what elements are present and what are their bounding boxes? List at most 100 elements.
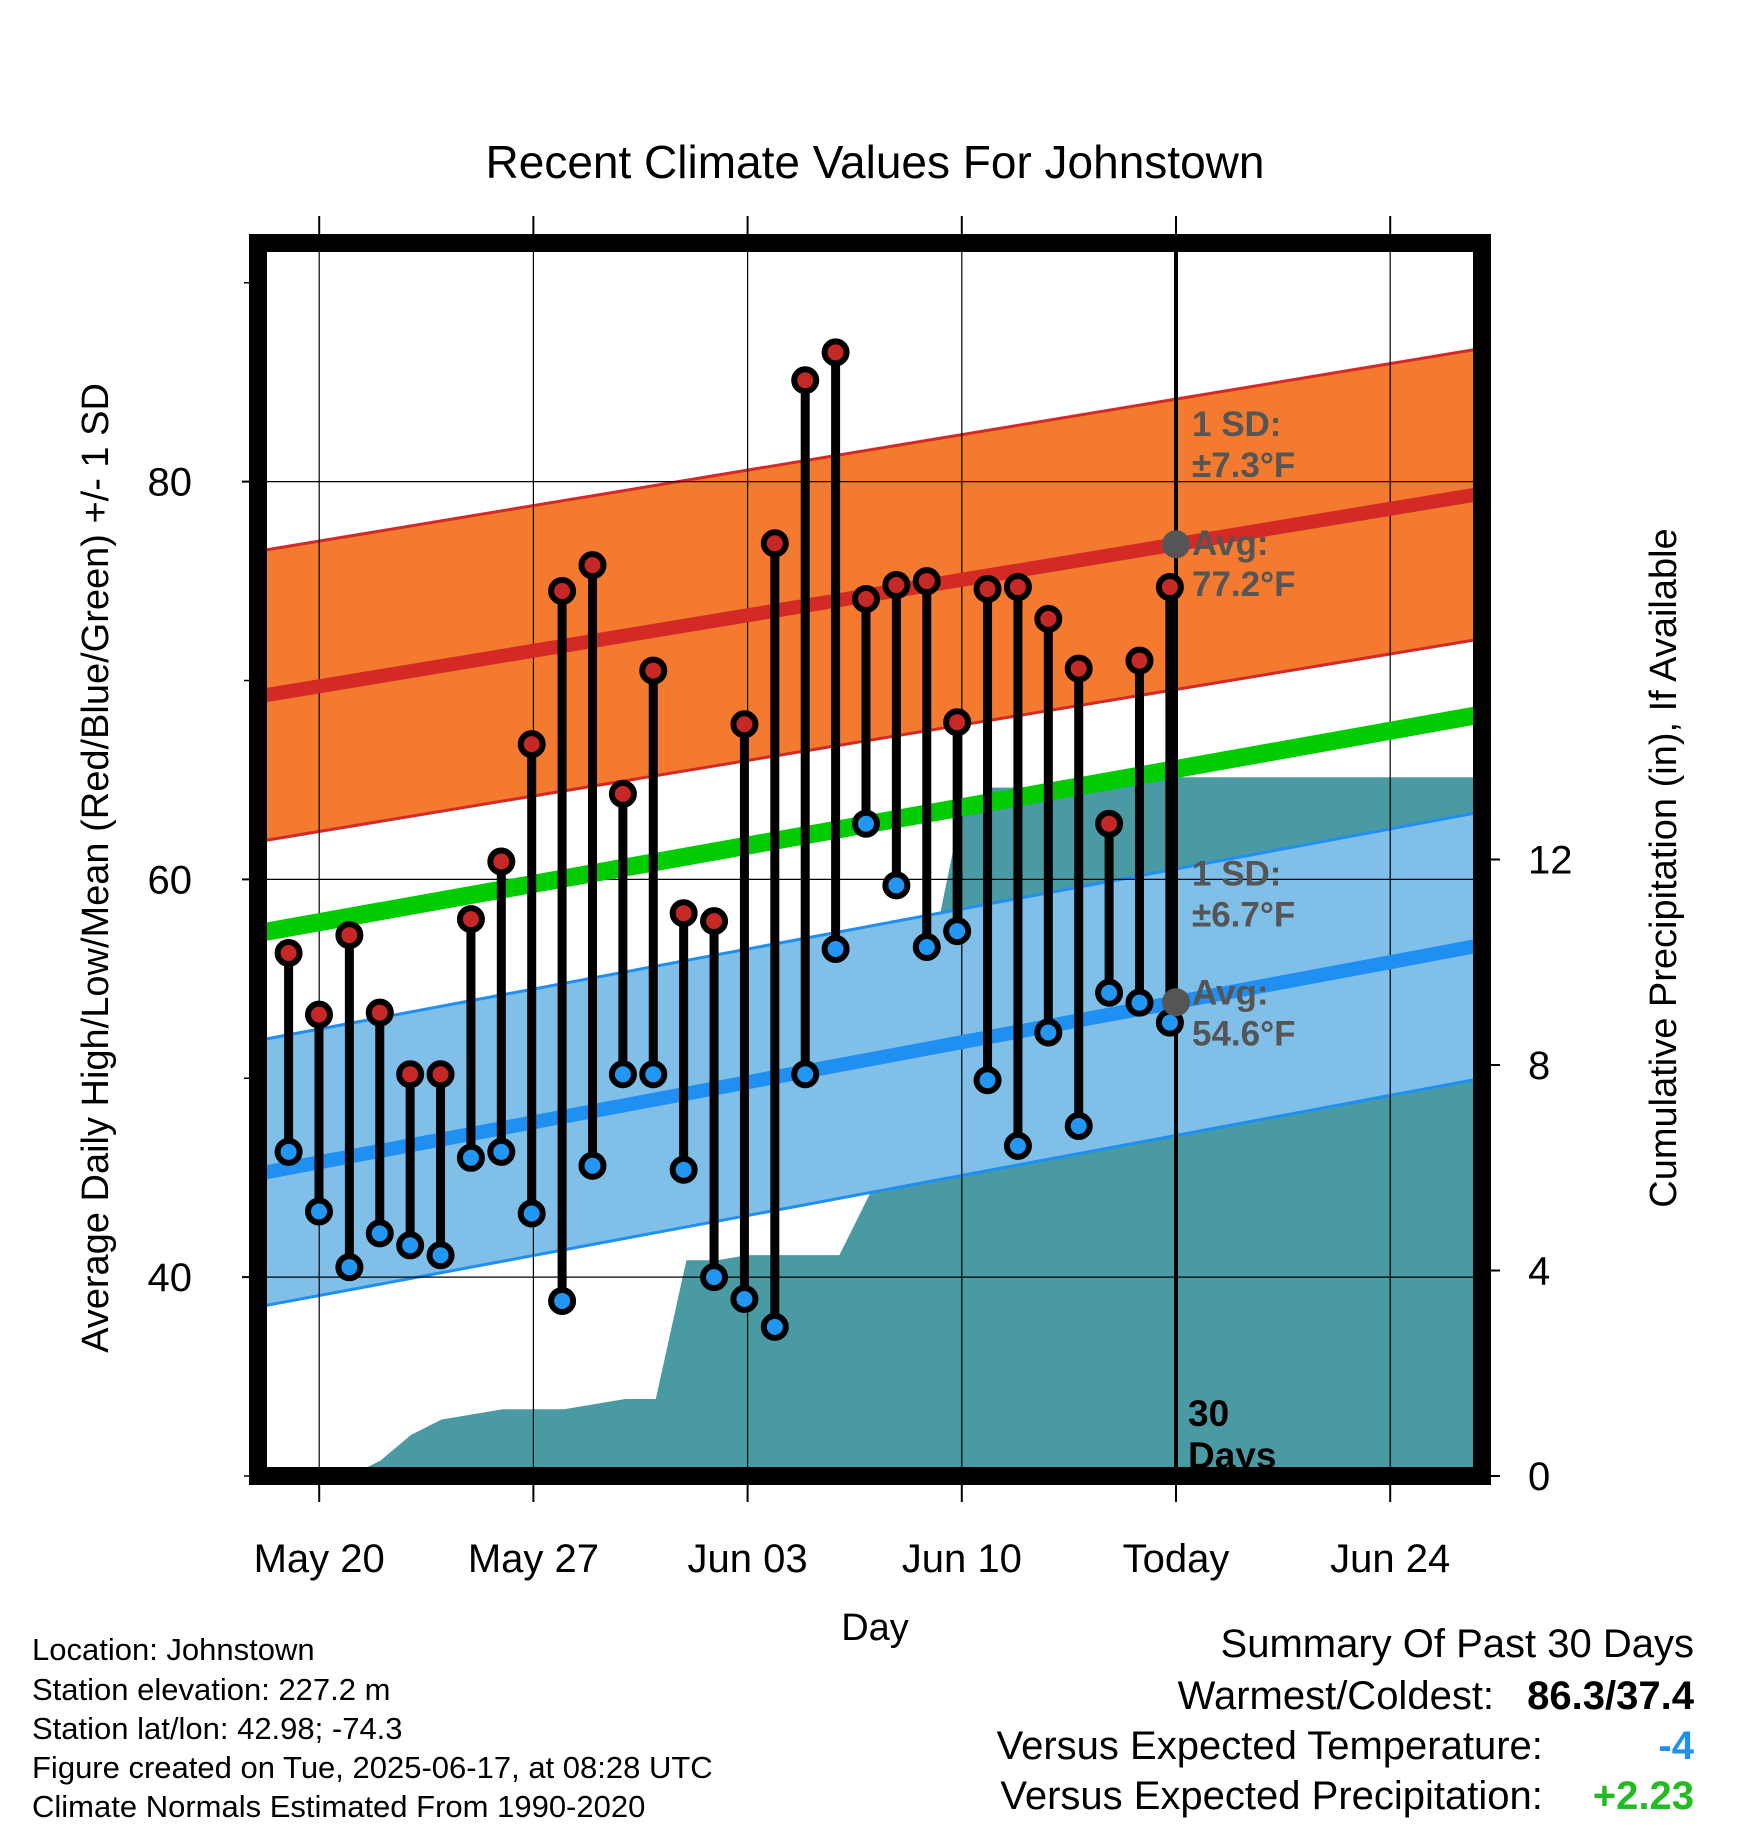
daily-low-point xyxy=(639,1060,668,1089)
daily-high-point xyxy=(882,571,911,600)
low-sd-annotation: 1 SD: xyxy=(1192,854,1281,893)
daily-low-point xyxy=(1034,1018,1063,1047)
low-avg-annotation: Avg: xyxy=(1192,974,1268,1013)
daily-low-point xyxy=(669,1155,698,1184)
daily-high-point xyxy=(851,584,880,613)
daily-high-point xyxy=(943,708,972,737)
temp-anomaly-value: -4 xyxy=(1658,1724,1694,1768)
daily-low-point xyxy=(578,1151,607,1180)
daily-low-point xyxy=(882,871,911,900)
y2-tick-label: 4 xyxy=(1528,1250,1550,1294)
daily-low-point xyxy=(791,1060,820,1089)
daily-low-point xyxy=(851,809,880,838)
daily-low-point xyxy=(912,933,941,962)
daily-low-point xyxy=(274,1137,303,1166)
y-tick-label: 40 xyxy=(148,1256,193,1300)
precip-anomaly-value: +2.23 xyxy=(1592,1774,1694,1818)
precip-label: Versus Expected Precipitation: xyxy=(1000,1774,1543,1818)
location-text: Location: Johnstown xyxy=(32,1632,315,1667)
daily-high-point xyxy=(730,710,759,739)
x-tick-label: Today xyxy=(1123,1537,1230,1581)
daily-low-point xyxy=(456,1143,485,1172)
daily-low-point xyxy=(396,1231,425,1260)
y2-tick-label: 0 xyxy=(1528,1455,1550,1499)
daily-high-point xyxy=(517,730,546,759)
daily-high-point xyxy=(1095,809,1124,838)
daily-high-point xyxy=(578,551,607,580)
daily-high-point xyxy=(548,577,577,606)
daily-high-point xyxy=(1003,573,1032,602)
x-tick-label: Jun 24 xyxy=(1330,1537,1450,1581)
today-avg-high-point xyxy=(1162,530,1190,559)
y-tick-label: 60 xyxy=(148,858,193,902)
low-sd-annotation: ±6.7°F xyxy=(1192,895,1295,934)
summary-precip: Versus Expected Precipitation: +2.23 xyxy=(1000,1774,1694,1819)
high-avg-annotation: Avg: xyxy=(1192,524,1268,563)
x-axis-label: Day xyxy=(841,1607,909,1649)
x-tick-label: Jun 03 xyxy=(688,1537,808,1581)
today-avg-low-point xyxy=(1162,988,1190,1017)
daily-high-point xyxy=(365,998,394,1027)
daily-high-point xyxy=(821,338,850,367)
chart-title: Recent Climate Values For Johnstown xyxy=(486,136,1265,188)
normal-low-band-upper-edge xyxy=(257,810,1483,1042)
daily-low-point xyxy=(943,917,972,946)
daily-low-point xyxy=(365,1219,394,1248)
normal-low-line xyxy=(256,938,1484,1181)
daily-low-point xyxy=(335,1253,364,1282)
x-tick-label: May 20 xyxy=(254,1537,385,1581)
high-sd-annotation: ±7.3°F xyxy=(1192,446,1295,485)
y2-axis-label: Cumulative Precipitation (in), If Availa… xyxy=(1643,528,1685,1207)
summary-title: Summary Of Past 30 Days xyxy=(1220,1622,1694,1666)
daily-low-point xyxy=(304,1197,333,1226)
warm-cold-label: Warmest/Coldest: xyxy=(1177,1674,1495,1718)
warm-cold-value: 86.3/37.4 xyxy=(1527,1674,1694,1718)
daily-low-point xyxy=(1064,1111,1093,1140)
daily-high-point xyxy=(608,779,637,808)
normal-low-band-lower-edge xyxy=(257,1076,1483,1309)
daily-low-point xyxy=(760,1312,789,1341)
daily-low-point xyxy=(517,1199,546,1228)
y2-tick-label: 8 xyxy=(1528,1044,1550,1088)
daily-high-point xyxy=(456,905,485,934)
normals-text: Climate Normals Estimated From 1990-2020 xyxy=(32,1789,646,1824)
elevation-text: Station elevation: 227.2 m xyxy=(32,1672,391,1707)
normal-high-band-upper-edge xyxy=(257,346,1483,553)
daily-high-point xyxy=(912,567,941,596)
daily-high-point xyxy=(973,575,1002,604)
summary-temp: Versus Expected Temperature: -4 xyxy=(997,1724,1694,1769)
daily-low-point xyxy=(548,1286,577,1315)
daily-low-point xyxy=(608,1060,637,1089)
high-sd-annotation: 1 SD: xyxy=(1192,405,1281,444)
daily-high-point xyxy=(1155,573,1184,602)
high-avg-annotation: 77.2°F xyxy=(1192,565,1296,604)
daily-high-point xyxy=(304,1000,333,1029)
daily-low-point xyxy=(1095,978,1124,1007)
y-tick-label: 80 xyxy=(148,461,193,505)
daily-low-point xyxy=(487,1137,516,1166)
daily-high-point xyxy=(760,529,789,558)
daily-low-point xyxy=(1125,988,1154,1017)
low-avg-annotation: 54.6°F xyxy=(1192,1015,1296,1054)
daily-high-point xyxy=(274,938,303,967)
created-text: Figure created on Tue, 2025-06-17, at 08… xyxy=(32,1750,713,1785)
summary-warm-cold: Warmest/Coldest: 86.3/37.4 xyxy=(1178,1674,1694,1719)
temp-label: Versus Expected Temperature: xyxy=(996,1724,1543,1768)
daily-low-point xyxy=(426,1241,455,1270)
daily-high-point xyxy=(700,907,729,936)
latlon-text: Station lat/lon: 42.98; -74.3 xyxy=(32,1711,403,1746)
today-days-label: 30 xyxy=(1188,1393,1229,1434)
daily-low-point xyxy=(700,1263,729,1292)
daily-high-point xyxy=(335,921,364,950)
x-tick-label: Jun 10 xyxy=(902,1537,1022,1581)
x-tick-label: May 27 xyxy=(468,1537,599,1581)
daily-high-point xyxy=(1064,654,1093,683)
daily-high-point xyxy=(791,366,820,395)
daily-high-point xyxy=(487,847,516,876)
daily-high-point xyxy=(396,1060,425,1089)
daily-low-point xyxy=(821,934,850,963)
daily-high-point xyxy=(1125,646,1154,675)
daily-high-point xyxy=(639,656,668,685)
